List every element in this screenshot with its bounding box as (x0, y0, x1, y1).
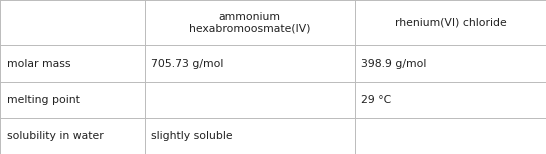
Text: 398.9 g/mol: 398.9 g/mol (361, 59, 427, 69)
Text: solubility in water: solubility in water (7, 131, 103, 141)
Text: 705.73 g/mol: 705.73 g/mol (151, 59, 224, 69)
Text: molar mass: molar mass (7, 59, 70, 69)
Text: melting point: melting point (7, 95, 79, 105)
Text: rhenium(VI) chloride: rhenium(VI) chloride (395, 18, 506, 28)
Text: ammonium
hexabromoosmate(IV): ammonium hexabromoosmate(IV) (189, 12, 311, 34)
Text: slightly soluble: slightly soluble (151, 131, 233, 141)
Text: 29 °C: 29 °C (361, 95, 391, 105)
